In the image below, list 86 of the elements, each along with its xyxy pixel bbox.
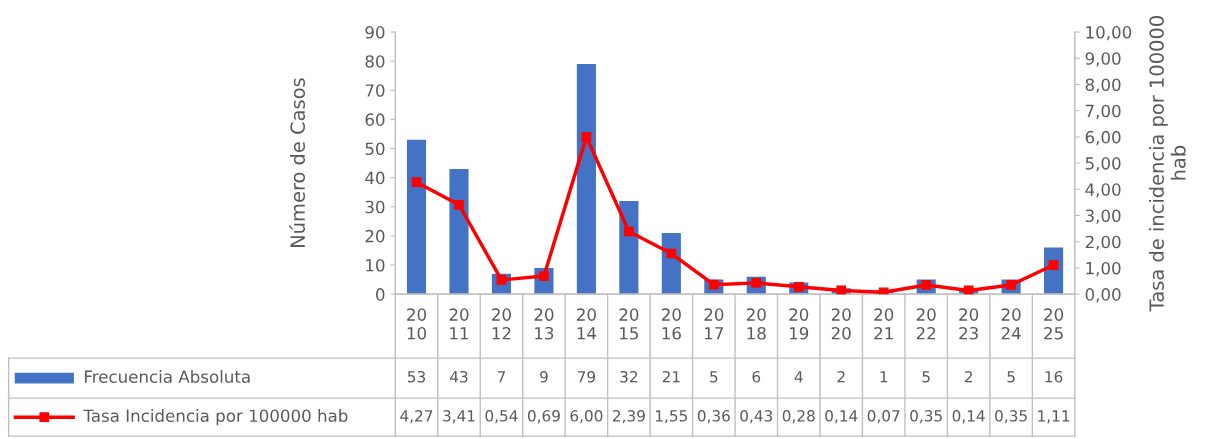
data-label: 5: [922, 371, 930, 383]
y-tick-label: 40: [365, 171, 385, 185]
bar: [576, 64, 596, 295]
y-tick-label: 80: [365, 55, 385, 68]
y-tick-label: 10: [366, 258, 385, 272]
y-axis-title: Número de Casos: [289, 78, 306, 247]
y2-axis-title: Tasa de incidencia por 100000 hab: [1148, 16, 1186, 312]
data-label: 79: [577, 371, 596, 383]
data-label: 0,43: [740, 410, 773, 424]
data-label: 0,35: [995, 410, 1027, 424]
data-label: 1: [880, 371, 888, 383]
y-tick-label: 20: [365, 229, 385, 243]
data-label: 0,35: [910, 410, 942, 424]
point: [454, 199, 464, 210]
y-tick-label: 30: [365, 200, 385, 214]
x-tick-label: 20 12: [492, 308, 511, 340]
x-tick-label: 20 22: [916, 308, 936, 340]
data-label: 6,00: [570, 410, 603, 424]
data-label: 4: [794, 371, 803, 383]
y2-tick-label: 7,00: [1085, 104, 1121, 119]
y2-tick-label: 9,00: [1085, 52, 1121, 67]
point: [581, 132, 592, 142]
point: [411, 177, 422, 188]
data-label: 0,36: [697, 410, 730, 424]
y2-tick-label: 5,00: [1085, 157, 1121, 172]
data-label: 2,39: [612, 410, 645, 424]
y2-tick-label: 3,00: [1085, 209, 1121, 224]
data-label: 5: [1007, 371, 1015, 383]
y2-tick-label: 4,00: [1085, 183, 1121, 198]
data-label: 1,55: [656, 410, 688, 424]
point: [963, 285, 974, 295]
x-tick-label: 20 16: [661, 308, 681, 340]
y2-tick-label: 0,00: [1085, 288, 1121, 303]
y2-tick-label: 2,00: [1085, 235, 1121, 250]
data-label: 2: [837, 371, 845, 383]
x-tick-label: 20 17: [704, 308, 724, 340]
data-label: 32: [620, 371, 638, 383]
legend-label: Frecuencia Absoluta: [85, 370, 250, 383]
y-tick-label: 70: [365, 84, 385, 97]
data-label: 6: [752, 371, 761, 383]
data-label: 1,11: [1038, 410, 1070, 424]
bar: [619, 200, 639, 295]
x-tick-label: 20 21: [874, 308, 894, 340]
point: [666, 248, 677, 259]
point: [1048, 260, 1059, 270]
x-tick-label: 20 20: [831, 308, 851, 340]
x-tick-label: 20 23: [959, 308, 979, 340]
data-label: 16: [1045, 371, 1063, 383]
y-tick-label: 60: [365, 113, 385, 126]
legend-label: Tasa Incidencia por 100000 hab: [83, 409, 348, 426]
x-tick-label: 20 25: [1044, 308, 1064, 340]
x-tick-label: 20 10: [407, 308, 427, 340]
y-tick-label: 50: [365, 142, 385, 156]
x-tick-label: 20 11: [449, 308, 469, 340]
data-label: 0,28: [782, 410, 815, 424]
data-label: 3,41: [443, 410, 475, 424]
y-tick-label: 90: [365, 26, 385, 39]
y2-tick-label: 10,00: [1086, 26, 1132, 41]
x-tick-label: 20 19: [789, 308, 809, 340]
data-label: 43: [450, 371, 468, 383]
y2-tick-label: 1,00: [1086, 261, 1121, 277]
data-label: 0,69: [527, 410, 560, 424]
y-tick-label: 0: [376, 288, 385, 301]
data-label: 5: [710, 371, 718, 383]
point: [836, 285, 847, 295]
x-tick-label: 20 13: [534, 308, 554, 340]
data-label: 0,54: [485, 410, 518, 424]
data-label: 53: [407, 371, 426, 383]
data-label: 0,14: [825, 410, 858, 424]
data-label: 9: [540, 371, 548, 383]
data-label: 0,07: [867, 410, 900, 424]
data-label: 0,14: [952, 410, 985, 424]
x-tick-label: 20 24: [1001, 308, 1021, 340]
data-label: 7: [497, 371, 506, 383]
x-tick-label: 20 18: [746, 308, 766, 340]
data-label: 21: [662, 371, 680, 383]
point: [878, 287, 889, 295]
bar: [406, 139, 427, 295]
data-label: 2: [964, 371, 972, 383]
x-tick-label: 20 15: [619, 308, 639, 340]
y2-tick-label: 6,00: [1085, 130, 1121, 146]
x-tick-label: 20 14: [577, 308, 597, 340]
y2-tick-label: 8,00: [1085, 78, 1121, 93]
bar: [449, 168, 469, 295]
point: [624, 226, 634, 237]
data-label: 4,27: [400, 410, 433, 424]
